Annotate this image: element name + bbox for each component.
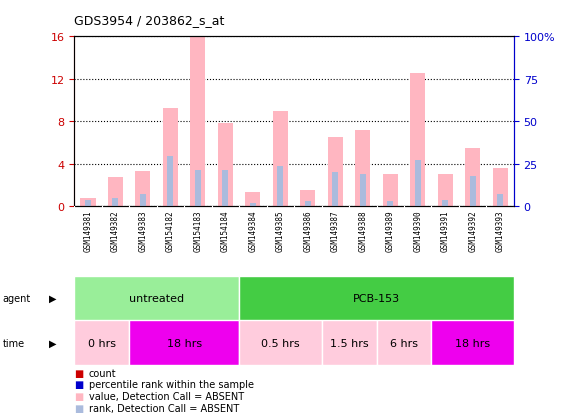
Bar (387, 201, 393, 206)
Text: agent: agent (3, 293, 31, 304)
Bar (246, 193, 260, 206)
Bar (129, 320, 239, 366)
Text: 6 hrs: 6 hrs (390, 338, 418, 348)
Text: GSM149382: GSM149382 (111, 210, 120, 252)
Bar (497, 195, 503, 206)
Bar (163, 109, 178, 206)
Bar (112, 198, 118, 206)
Text: GSM149385: GSM149385 (276, 210, 285, 252)
Text: ▶: ▶ (49, 293, 56, 304)
Text: GSM149388: GSM149388 (358, 210, 367, 252)
Bar (432, 320, 514, 366)
Text: GSM149387: GSM149387 (331, 210, 340, 252)
Text: GSM149381: GSM149381 (83, 210, 93, 252)
Bar (135, 171, 151, 206)
Bar (140, 195, 146, 206)
Bar (108, 178, 123, 206)
Bar (74, 277, 239, 320)
Text: PCB-153: PCB-153 (353, 293, 400, 304)
Text: ■: ■ (74, 368, 83, 378)
Bar (239, 277, 514, 320)
Bar (415, 161, 421, 206)
Bar (195, 171, 201, 206)
Text: GSM149390: GSM149390 (413, 210, 422, 252)
Bar (278, 166, 283, 206)
Bar (328, 138, 343, 206)
Bar (81, 198, 95, 206)
Bar (355, 131, 371, 206)
Bar (383, 175, 398, 206)
Bar (239, 320, 321, 366)
Bar (493, 169, 508, 206)
Bar (442, 200, 448, 206)
Text: 18 hrs: 18 hrs (455, 338, 490, 348)
Bar (465, 148, 480, 206)
Text: count: count (89, 368, 116, 378)
Bar (470, 177, 476, 206)
Text: GSM149392: GSM149392 (468, 210, 477, 252)
Bar (376, 320, 432, 366)
Text: rank, Detection Call = ABSENT: rank, Detection Call = ABSENT (89, 403, 239, 413)
Bar (190, 37, 206, 206)
Text: GSM154183: GSM154183 (194, 210, 202, 252)
Bar (360, 175, 366, 206)
Text: 0 hrs: 0 hrs (88, 338, 116, 348)
Text: GSM149389: GSM149389 (386, 210, 395, 252)
Bar (273, 111, 288, 206)
Text: 18 hrs: 18 hrs (167, 338, 202, 348)
Bar (300, 191, 315, 206)
Bar (305, 201, 311, 206)
Text: ■: ■ (74, 380, 83, 389)
Bar (332, 173, 338, 206)
Text: 1.5 hrs: 1.5 hrs (329, 338, 368, 348)
Text: GSM154182: GSM154182 (166, 210, 175, 252)
Bar (74, 320, 129, 366)
Text: ■: ■ (74, 403, 83, 413)
Bar (250, 203, 256, 206)
Text: GSM149383: GSM149383 (138, 210, 147, 252)
Text: time: time (3, 338, 25, 348)
Text: value, Detection Call = ABSENT: value, Detection Call = ABSENT (89, 391, 244, 401)
Text: ■: ■ (74, 391, 83, 401)
Bar (222, 171, 228, 206)
Bar (410, 74, 425, 206)
Text: ▶: ▶ (49, 338, 56, 348)
Text: GSM149384: GSM149384 (248, 210, 258, 252)
Text: GDS3954 / 203862_s_at: GDS3954 / 203862_s_at (74, 14, 224, 27)
Text: untreated: untreated (129, 293, 184, 304)
Text: GSM154184: GSM154184 (221, 210, 230, 252)
Text: 0.5 hrs: 0.5 hrs (261, 338, 300, 348)
Text: percentile rank within the sample: percentile rank within the sample (89, 380, 254, 389)
Bar (218, 124, 233, 206)
Bar (85, 200, 91, 206)
Text: GSM149386: GSM149386 (303, 210, 312, 252)
Text: GSM149393: GSM149393 (496, 210, 505, 252)
Bar (167, 157, 174, 206)
Text: GSM149391: GSM149391 (441, 210, 450, 252)
Bar (437, 175, 453, 206)
Bar (321, 320, 376, 366)
